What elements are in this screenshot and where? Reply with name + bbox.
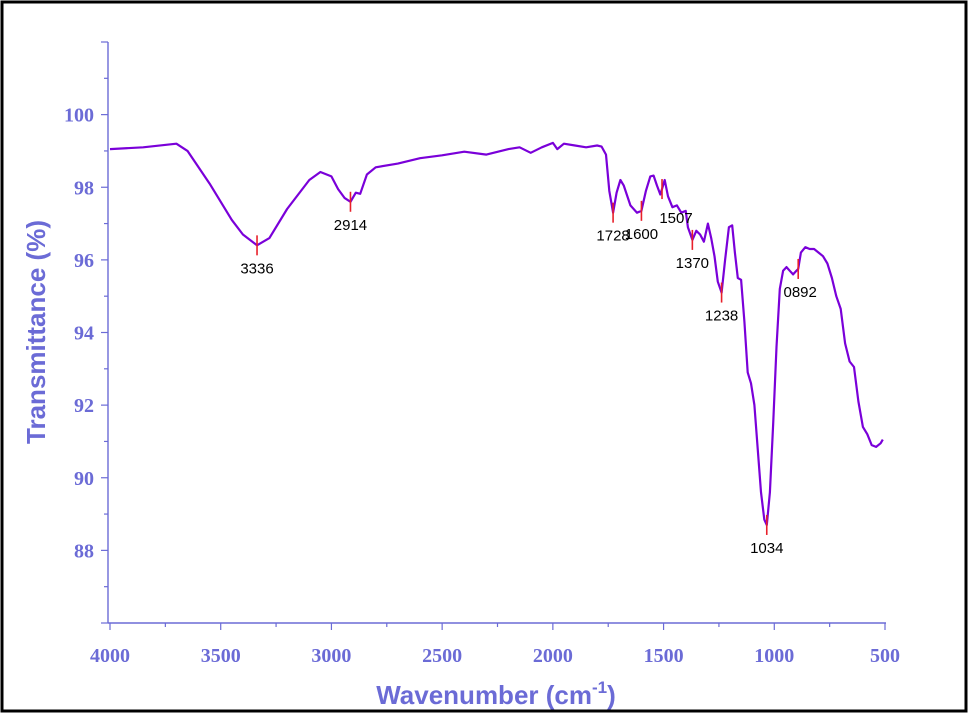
y-tick-label: 94 <box>74 323 94 345</box>
x-tick-label: 500 <box>870 645 900 667</box>
y-tick-label: 92 <box>74 395 94 417</box>
peak-label: 1034 <box>750 540 783 557</box>
x-tick-label: 3500 <box>201 645 241 667</box>
peak-label: 1370 <box>676 255 709 272</box>
x-axis-title: Wavenumber (cm-1) <box>376 678 616 710</box>
x-tick-label: 2000 <box>533 645 573 667</box>
y-tick-label: 88 <box>74 540 94 562</box>
x-tick-label: 2500 <box>422 645 462 667</box>
y-axis-title: Transmittance (%) <box>21 220 51 444</box>
x-axis-title-main: Wavenumber (cm <box>376 680 592 710</box>
y-tick-label: 90 <box>74 468 94 490</box>
y-tick-label: 96 <box>74 250 94 272</box>
x-tick-label: 1500 <box>644 645 684 667</box>
peak-label: 2914 <box>334 217 367 234</box>
x-tick-label: 1000 <box>754 645 794 667</box>
x-tick-label: 3000 <box>311 645 351 667</box>
x-axis-title-suffix: ) <box>607 680 616 710</box>
peak-label: 3336 <box>240 260 273 277</box>
x-axis-ticks: 4000 3500 3000 2500 2000 1500 1000 500 <box>90 623 900 667</box>
peak-label: 1238 <box>705 308 738 325</box>
y-axis-ticks: 88 90 92 94 96 98 100 <box>64 41 108 624</box>
y-tick-label: 100 <box>64 105 94 127</box>
peak-label: 1728 <box>596 228 629 245</box>
y-tick-label: 98 <box>74 177 94 199</box>
peak-label: 0892 <box>784 284 817 301</box>
spectrum-line <box>109 141 884 527</box>
peak-label: 1600 <box>625 226 658 243</box>
peak-label: 1507 <box>659 210 692 227</box>
x-tick-label: 4000 <box>90 645 130 667</box>
x-axis-title-superscript: -1 <box>592 678 607 697</box>
